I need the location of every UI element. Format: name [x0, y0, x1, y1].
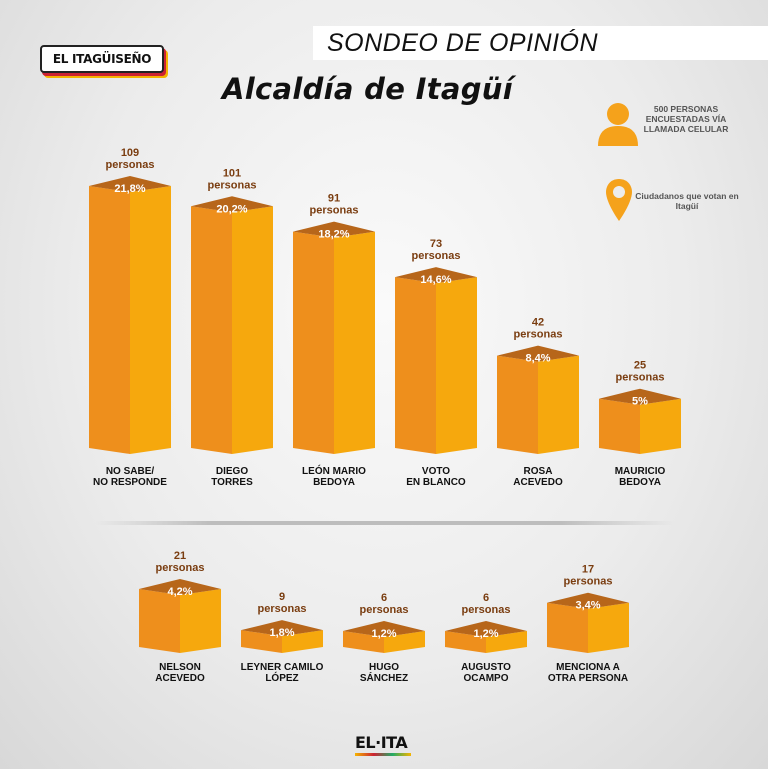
main-value-label-0: 21,8%: [114, 183, 145, 195]
main-bar-side-3: [436, 277, 477, 454]
lower-bar-top-0: [139, 579, 221, 595]
main-value-label-2: 18,2%: [318, 229, 349, 241]
main-bar-front-3: [395, 277, 436, 454]
main-count-label-2: 91 personas: [310, 193, 359, 217]
main-category-label-5: MAURICIO BEDOYA: [615, 466, 666, 488]
lower-category-label-4: MENCIONA A OTRA PERSONA: [548, 662, 628, 684]
main-bar-front-5: [599, 398, 640, 454]
location-info: Ciudadanos que votan en Itagüí: [598, 177, 748, 225]
main-bar-side-1: [232, 206, 273, 454]
lower-bar-front-0: [139, 589, 180, 653]
lower-count-label-3: 6 personas: [462, 592, 511, 616]
main-bar-front-1: [191, 206, 232, 454]
main-bar-side-0: [130, 186, 171, 454]
brand-logo: EL ITAGÜISEÑO: [40, 45, 164, 73]
main-category-label-2: LEÓN MARIO BEDOYA: [302, 464, 366, 488]
main-count-label-5: 25 personas: [616, 360, 665, 384]
main-bar-front-0: [89, 186, 130, 454]
lower-bar-top-3: [445, 621, 527, 637]
lower-value-label-0: 4,2%: [167, 586, 192, 598]
lower-bar-side-4: [588, 602, 629, 653]
footer-logo: EL·ITA: [355, 733, 408, 752]
main-count-label-3: 73 personas: [412, 238, 461, 262]
lower-count-label-0: 21 personas: [156, 550, 205, 574]
main-bar-side-4: [538, 355, 579, 454]
lower-value-label-2: 1,2%: [371, 628, 396, 640]
main-bar-side-5: [640, 398, 681, 454]
page-title: Alcaldía de Itagüí: [222, 72, 513, 106]
main-bar-top-2: [293, 221, 375, 238]
lower-bar-side-3: [486, 631, 527, 653]
lower-bar-side-1: [282, 630, 323, 653]
location-text: Ciudadanos que votan en Itagüí: [635, 191, 739, 211]
lower-bar-front-2: [343, 631, 384, 653]
lower-bar-top-4: [547, 592, 629, 609]
surveyed-text: 500 PERSONAS ENCUESTADAS VÍA LLAMADA CEL…: [643, 104, 729, 134]
main-value-label-4: 8,4%: [525, 353, 550, 365]
survey-banner: SONDEO DE OPINIÓN: [313, 26, 768, 60]
lower-bar-top-2: [343, 621, 425, 637]
lower-category-label-0: NELSON ACEVEDO: [155, 662, 205, 684]
lower-bar-front-1: [241, 630, 282, 653]
lower-count-label-2: 6 personas: [360, 592, 409, 616]
main-value-label-3: 14,6%: [420, 274, 451, 286]
main-value-label-5: 5%: [632, 396, 648, 408]
main-count-label-4: 42 personas: [514, 317, 563, 341]
main-bar-top-0: [89, 176, 171, 192]
main-bar-front-4: [497, 355, 538, 454]
main-bar-side-2: [334, 231, 375, 454]
lower-category-label-1: LEYNER CAMILO LÓPEZ: [241, 662, 324, 684]
section-divider: [95, 521, 675, 525]
surveyed-info: 500 PERSONAS ENCUESTADAS VÍA LLAMADA CEL…: [596, 100, 746, 150]
person-icon: [598, 103, 638, 146]
footer-logo-stripe: [355, 753, 411, 756]
lower-category-label-2: HUGO SÁNCHEZ: [360, 662, 408, 684]
lower-bar-front-4: [547, 602, 588, 653]
lower-value-label-3: 1,2%: [473, 628, 498, 640]
main-bar-top-5: [599, 388, 681, 405]
lower-bar-top-1: [241, 620, 323, 637]
lower-value-label-1: 1,8%: [269, 627, 294, 639]
lower-category-label-3: AUGUSTO OCAMPO: [461, 662, 511, 684]
map-pin-icon: [606, 179, 632, 221]
main-bar-top-4: [497, 345, 579, 362]
main-category-label-4: ROSA ACEVEDO: [513, 466, 563, 488]
main-bar-front-2: [293, 231, 334, 454]
main-category-label-3: VOTO EN BLANCO: [406, 466, 466, 488]
lower-count-label-1: 9 personas: [258, 591, 307, 615]
main-category-label-1: DIEGO TORRES: [211, 466, 253, 488]
main-count-label-1: 101 personas: [208, 167, 257, 191]
main-bar-top-3: [395, 267, 477, 284]
lower-bar-side-2: [384, 631, 425, 653]
lower-bar-front-3: [445, 631, 486, 653]
main-count-label-0: 109 personas: [106, 147, 155, 171]
banner-text: SONDEO DE OPINIÓN: [327, 28, 599, 57]
main-bar-top-1: [191, 196, 273, 213]
main-value-label-1: 20,2%: [216, 203, 247, 215]
main-category-label-0: NO SABE/NO RESPONDE: [93, 466, 167, 488]
lower-count-label-4: 17 personas: [564, 564, 613, 588]
lower-bar-side-0: [180, 589, 221, 653]
lower-value-label-4: 3,4%: [575, 600, 600, 612]
